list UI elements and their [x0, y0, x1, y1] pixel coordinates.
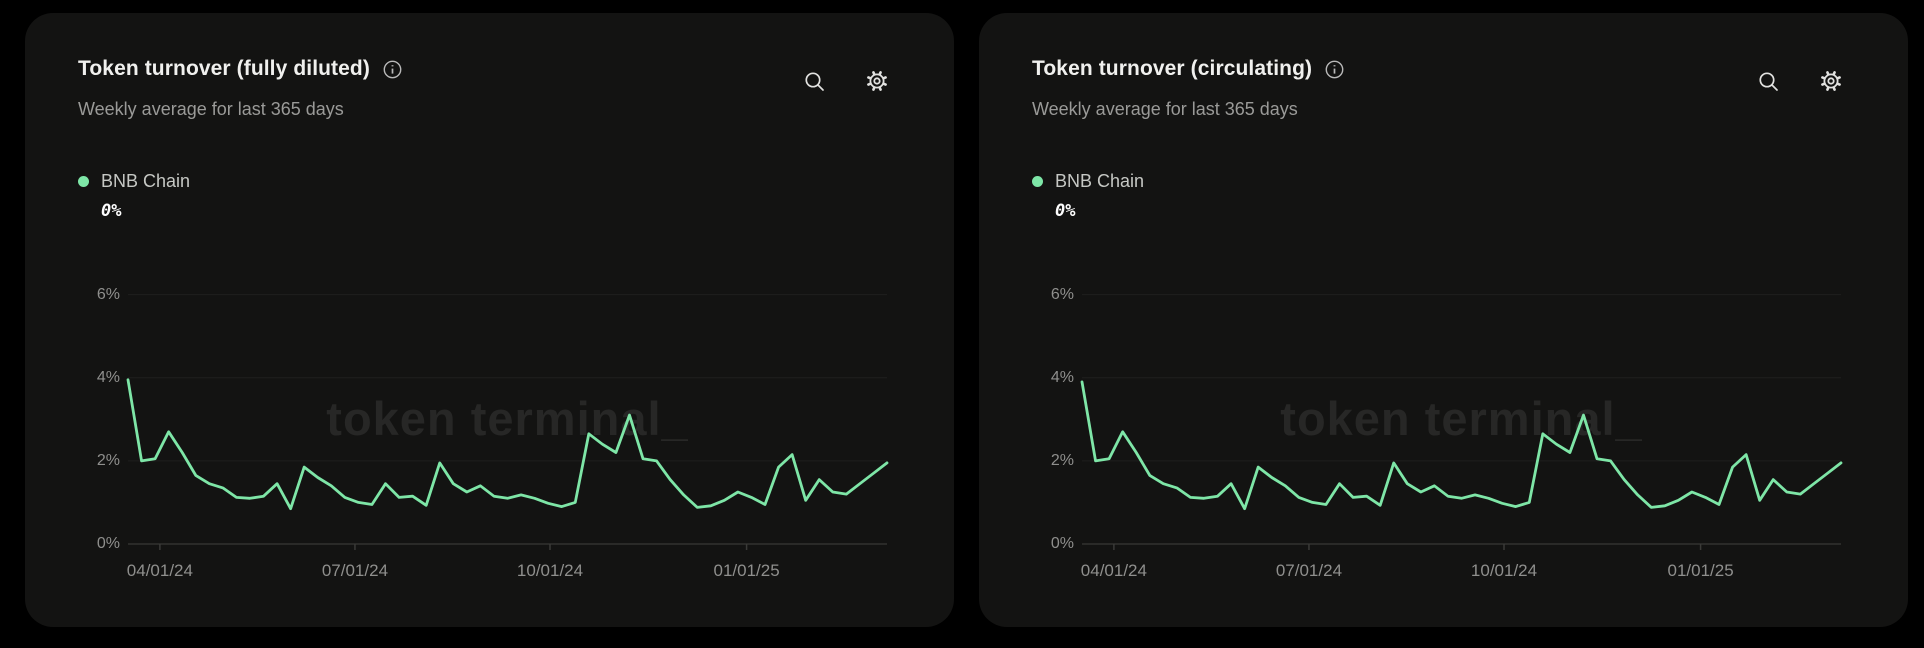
y-axis-tick-label: 2%: [96, 451, 120, 469]
y-axis-tick-label: 4%: [96, 368, 120, 386]
line-chart-fully-diluted: 0% 2% 4% 6% 04/01/24 07/01/24 10/01/24 01/01/25: [25, 13, 954, 627]
series-color-dot: [1032, 176, 1043, 187]
plot-area[interactable]: [1080, 253, 1843, 552]
x-axis-tick-label: 10/01/24: [516, 561, 584, 580]
y-axis-tick-label: 2%: [1050, 451, 1074, 469]
line-series-bnb-chain: [1080, 380, 1843, 511]
series-color-dot: [78, 176, 89, 187]
search-icon[interactable]: [803, 70, 826, 93]
x-axis-tick-label: 07/01/24: [1275, 561, 1343, 580]
chart-card-token-turnover-fully-diluted: Token turnover (fully diluted) Weekly av…: [25, 13, 954, 627]
chart-title: Token turnover (circulating): [1032, 57, 1313, 80]
settings-gear-icon[interactable]: [865, 69, 889, 93]
y-axis-tick-label: 0%: [96, 535, 120, 552]
line-series-bnb-chain: [126, 378, 889, 511]
chart-subtitle: Weekly average for last 365 days: [78, 99, 344, 119]
x-axis-tick-label: 04/01/24: [126, 561, 193, 580]
legend-item-bnb-chain[interactable]: BNB Chain 0%: [1032, 171, 1144, 221]
legend-series-value: 0%: [101, 201, 122, 221]
x-axis-tick-label: 01/01/25: [713, 561, 780, 580]
chart-card-token-turnover-circulating: Token turnover (circulating) Weekly aver…: [979, 13, 1908, 627]
search-icon[interactable]: [1757, 70, 1780, 93]
x-axis-tick-label: 07/01/24: [321, 561, 389, 580]
legend-item-bnb-chain[interactable]: BNB Chain 0%: [78, 171, 190, 221]
legend-series-name: BNB Chain: [1055, 171, 1145, 191]
settings-gear-icon[interactable]: [1819, 69, 1843, 93]
info-icon[interactable]: [383, 60, 402, 79]
y-axis-tick-label: 0%: [1050, 535, 1074, 552]
y-axis-tick-label: 6%: [1050, 285, 1074, 303]
y-axis-tick-label: 4%: [1050, 368, 1074, 386]
plot-area[interactable]: [126, 253, 889, 552]
chart-subtitle: Weekly average for last 365 days: [1032, 99, 1298, 119]
legend-series-value: 0%: [1055, 201, 1076, 221]
x-axis-tick-label: 04/01/24: [1080, 561, 1147, 580]
chart-title: Token turnover (fully diluted): [78, 57, 370, 80]
legend-series-name: BNB Chain: [101, 171, 191, 191]
line-chart-circulating: 0% 2% 4% 6% 04/01/24 07/01/24 10/01/24 01/01/25: [979, 13, 1908, 627]
y-axis-tick-label: 6%: [96, 285, 120, 303]
x-axis-tick-label: 01/01/25: [1667, 561, 1734, 580]
info-icon[interactable]: [1325, 60, 1344, 79]
x-axis-tick-label: 10/01/24: [1470, 561, 1538, 580]
